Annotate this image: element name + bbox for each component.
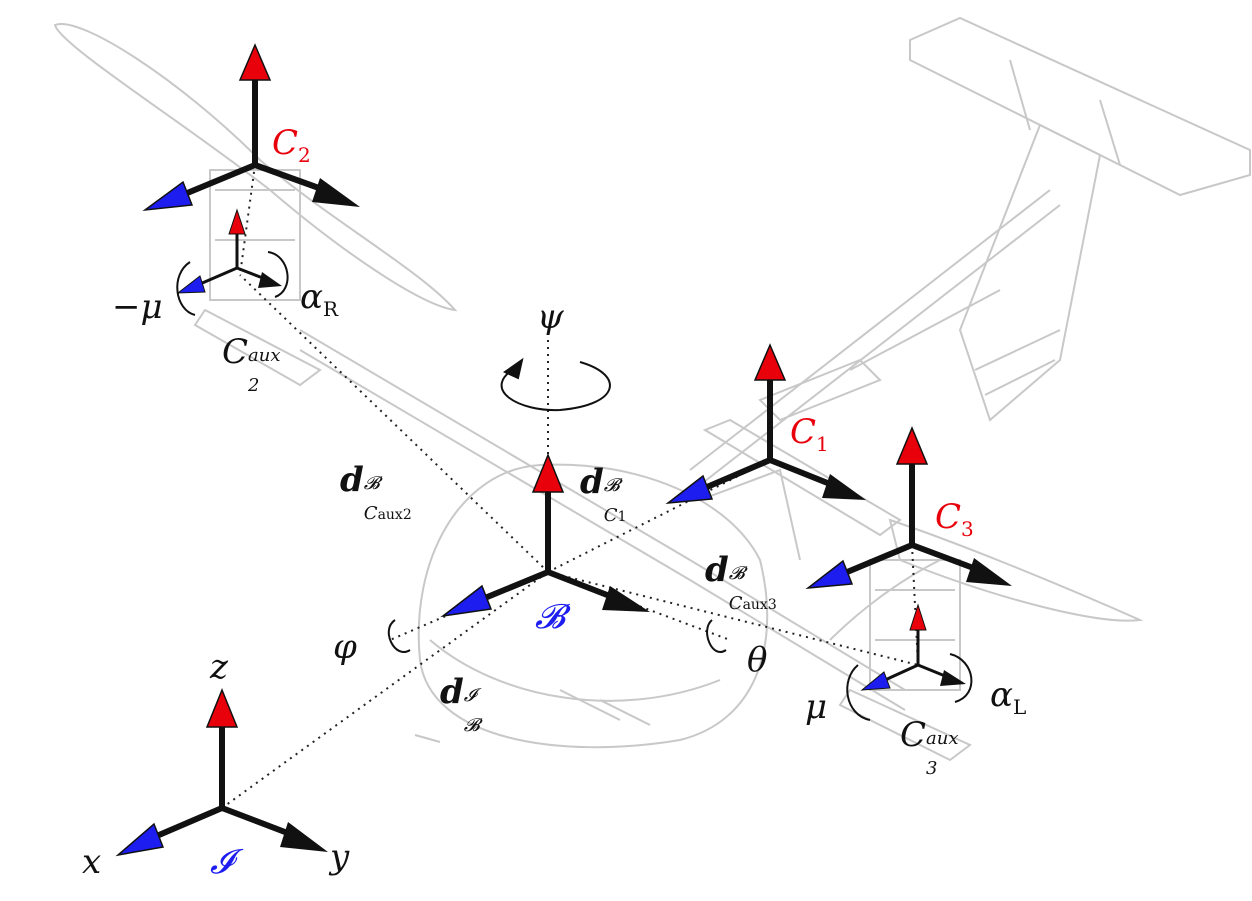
phi-arc [387,619,411,653]
aircraft-sketch [53,16,1251,762]
i-y-arrow [280,822,328,852]
vertical-fin [958,123,1102,422]
label-d-c2aux: d 𝓑 Caux2 [340,460,412,524]
c1-x-axis [698,457,772,493]
alpha-l-arc [949,653,973,703]
main-boom [299,329,906,691]
c3-x-arrow [805,559,854,589]
b-y-arrow [602,586,650,612]
label-theta: θ [747,640,768,680]
label-psi: ψ [537,297,564,337]
neg-mu-arc [176,261,196,316]
label-b-frame: 𝓑 [535,597,565,637]
frame-b [440,453,650,618]
i-x-axis [150,805,224,841]
alpha-r-arc [267,251,289,298]
label-y: y [330,837,350,877]
c3-x-axis [838,542,914,578]
c2-x-arrow [142,180,194,212]
rotation-arcs [176,251,973,721]
c3-y-arrow [966,558,1012,586]
c3aux-y-arrow [940,670,966,686]
frame-c2-aux [176,208,282,294]
frame-c3-aux [860,603,966,691]
c3aux-x-axis [884,663,919,682]
c3-z-arrow [895,426,929,465]
psi-arc [500,361,611,412]
dotted-d-c2aux [239,274,549,573]
label-d-c1: d 𝓑 C1 [580,462,627,526]
theta-arc [706,619,727,653]
label-i-frame: 𝓘 [210,842,233,882]
tail-boom [689,189,1051,471]
i-x-arrow [115,822,165,857]
c3aux-x-arrow [860,671,891,691]
frame-c2 [142,43,360,212]
c2-z-arrow [238,43,272,81]
b-x-axis [478,569,550,603]
label-c2: C2 [272,123,311,167]
c1-y-arrow [822,474,866,500]
label-x: x [82,842,102,882]
label-phi: φ [333,627,357,667]
horizontal-stabilizer [909,16,1251,197]
c2-x-axis [178,162,257,199]
frame-i [115,688,328,857]
c2aux-z-arrow [228,208,246,235]
label-neg-mu: −μ [112,287,163,327]
c2aux-x-arrow [176,275,206,294]
dotted-d-b [221,571,549,809]
front-wing-c1 [702,418,902,537]
frame-c1 [665,343,866,504]
label-alpha-r: αR [300,277,339,321]
label-alpha-l: αL [990,675,1027,719]
b-z-arrow [531,453,565,493]
label-mu: μ [805,687,828,727]
c1-x-arrow [665,474,714,504]
label-z: z [210,647,228,687]
mu-arc [846,664,871,721]
dotted-theta-axis [547,571,731,641]
c2aux-y-arrow [258,272,282,288]
c1-z-arrow [753,343,787,381]
psi-arrowhead [503,357,524,380]
rotor-blade-c3 [888,518,1144,622]
fuselage-pod [417,463,769,749]
c2-y-arrow [312,178,360,207]
rotor-blade-c2 [53,23,458,312]
electronics-board [758,358,882,422]
label-c1: C1 [790,412,829,456]
c3aux-z-arrow [909,603,927,631]
frame-c3 [805,426,1012,589]
i-z-arrow [205,688,239,728]
b-x-arrow [440,584,493,618]
dotted-c2-axis [239,164,256,276]
label-d-c3aux: d 𝓑 Caux3 [705,550,777,614]
c2aux-x-axis [199,266,238,286]
label-c3: C3 [935,497,974,541]
motor-c3 [869,559,961,691]
